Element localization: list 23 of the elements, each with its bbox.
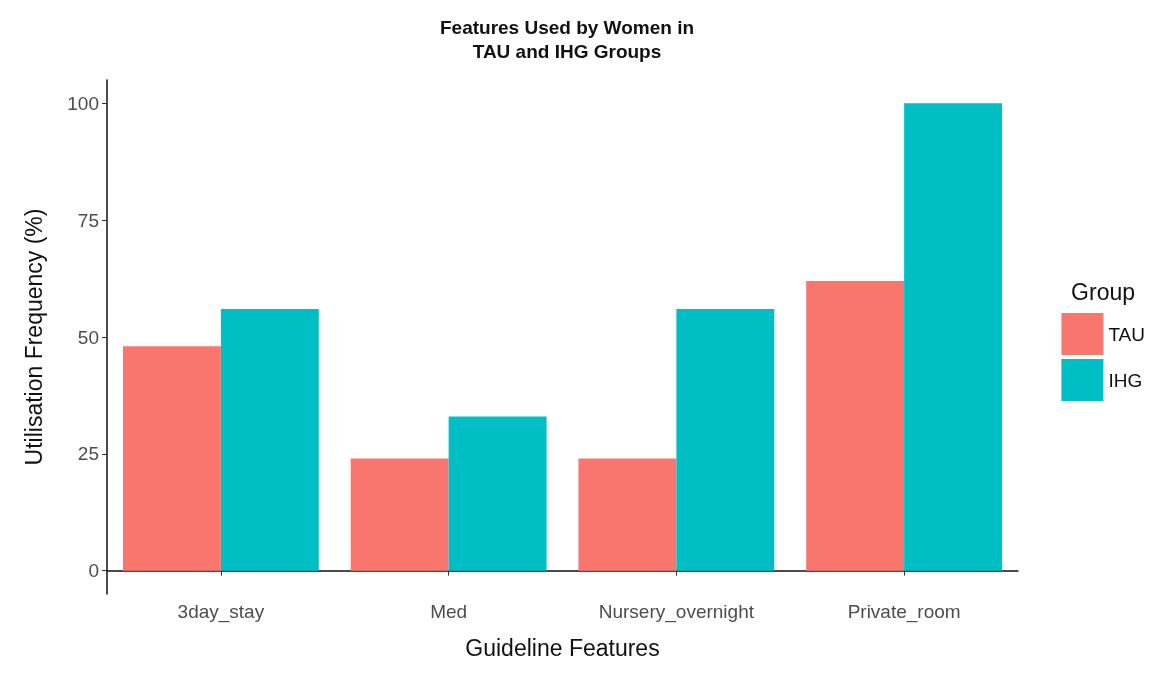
y-tick-label: 50	[77, 326, 99, 348]
legend-label: TAU	[1108, 323, 1145, 345]
y-tick-label: 100	[67, 92, 99, 114]
x-tick-label: 3day_stay	[177, 601, 265, 623]
bar	[122, 346, 221, 571]
bar	[904, 103, 1003, 571]
y-tick-label: 0	[88, 560, 99, 582]
x-tick-label: Private_room	[847, 601, 961, 623]
y-tick-label: 75	[77, 209, 99, 231]
bar	[220, 308, 319, 571]
bar	[676, 308, 775, 571]
bar	[448, 416, 547, 571]
legend-title: Group	[1071, 278, 1136, 305]
legend-label: IHG	[1108, 369, 1143, 391]
x-tick-label: Nursery_overnight	[598, 601, 755, 623]
bar	[350, 458, 449, 571]
y-tick-label: 25	[77, 443, 99, 465]
x-tick-label: Med	[430, 601, 468, 622]
y-axis-title: Utilisation Frequency (%)	[20, 208, 47, 466]
bar	[578, 458, 677, 571]
x-axis-title: Guideline Features	[465, 634, 660, 661]
bar	[806, 280, 905, 571]
chart-title: Features Used by Women in TAU and IHG Groups	[439, 16, 695, 62]
